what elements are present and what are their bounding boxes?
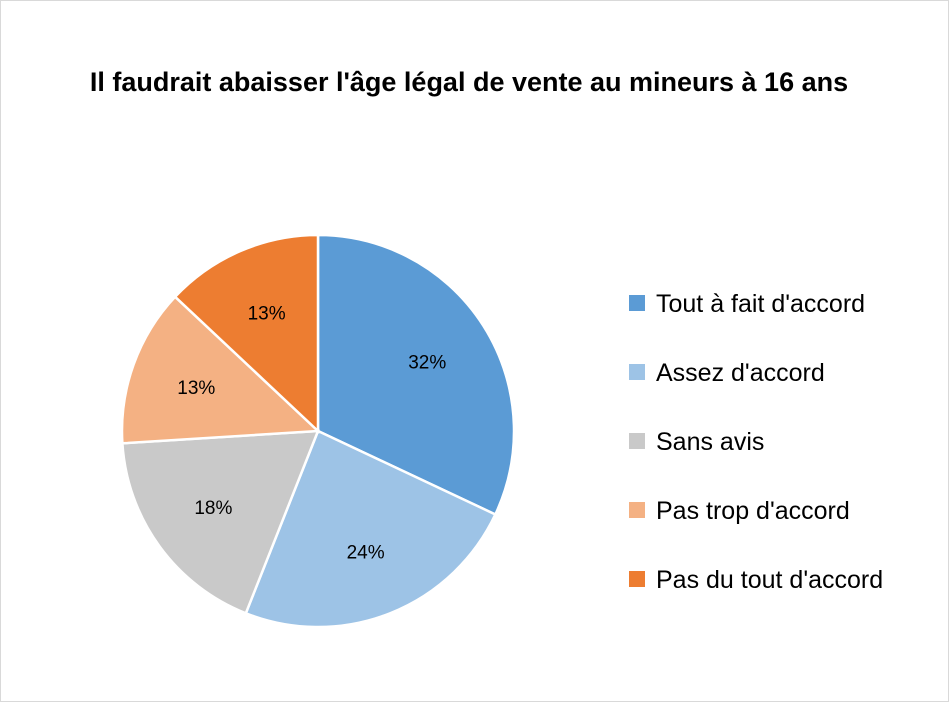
legend-label-pas-trop-d-accord: Pas trop d'accord (656, 497, 850, 525)
pie-slices (120, 233, 516, 629)
legend-swatch-tout-a-fait-d-accord (629, 295, 645, 311)
legend-label-assez-d-accord: Assez d'accord (656, 359, 825, 387)
pie-slice-sans-avis (121, 429, 320, 615)
legend-label-pas-du-tout-d-accord: Pas du tout d'accord (656, 566, 883, 594)
legend-swatch-sans-avis (629, 433, 645, 449)
data-label-sans-avis: 18% (194, 498, 232, 519)
pie-data-labels: 32% 24% 18% 13% 13% (177, 303, 446, 563)
data-label-pas-trop-d-accord: 13% (177, 378, 215, 399)
chart-legend: Tout à fait d'accord Assez d'accord Sans a… (629, 290, 883, 594)
legend-swatch-assez-d-accord (629, 364, 645, 380)
pie-slice-assez-d-accord (244, 429, 498, 629)
pie-slice-tout-a-fait-d-accord (316, 233, 516, 517)
chart-title: Il faudrait abaisser l'âge légal de vent… (90, 67, 848, 97)
data-label-tout-a-fait-d-accord: 32% (408, 353, 446, 374)
data-label-pas-du-tout-d-accord: 13% (248, 303, 286, 324)
legend-swatch-pas-du-tout-d-accord (629, 571, 645, 587)
legend-label-sans-avis: Sans avis (656, 428, 764, 456)
legend-label-tout-a-fait-d-accord: Tout à fait d'accord (656, 290, 865, 318)
data-label-assez-d-accord: 24% (347, 542, 385, 563)
pie-slice-pas-trop-d-accord (120, 295, 321, 445)
legend-swatch-pas-trop-d-accord (629, 502, 645, 518)
pie-slice-pas-du-tout-d-accord (173, 233, 320, 434)
